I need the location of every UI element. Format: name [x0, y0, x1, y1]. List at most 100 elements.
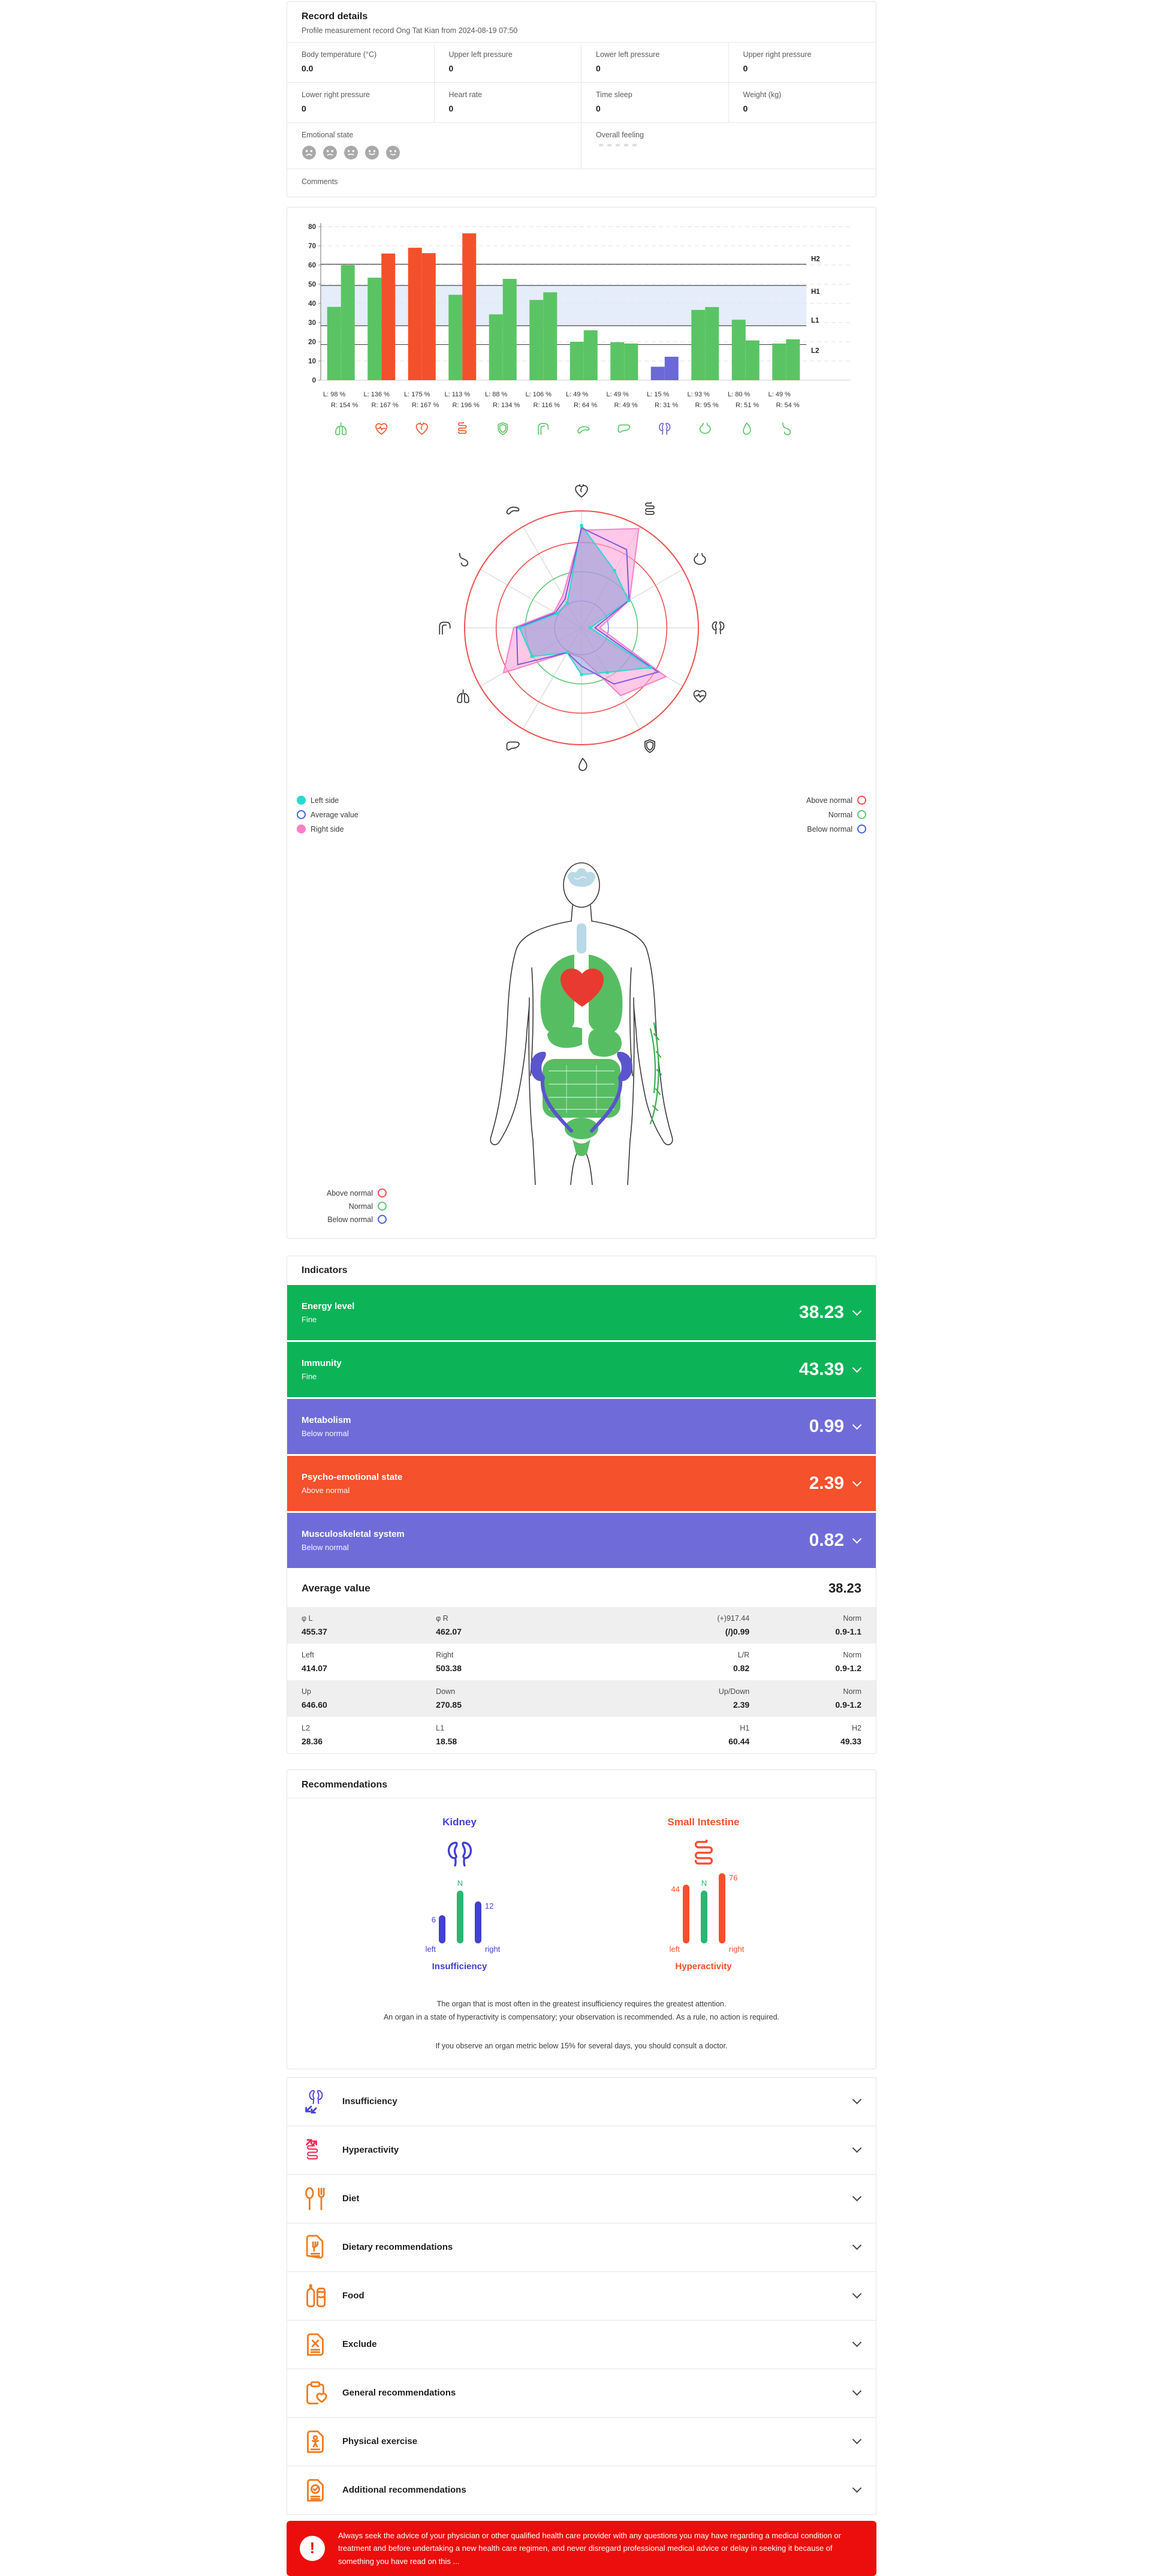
- legend-dot: [857, 810, 866, 819]
- chevron-down-icon[interactable]: [852, 2143, 862, 2153]
- svg-text:L2: L2: [811, 348, 819, 355]
- record-field[interactable]: Body temperature (°C) 0.0: [287, 43, 435, 83]
- accordion-label: Insufficiency: [342, 2096, 397, 2107]
- organ-radar-svg: [439, 484, 725, 771]
- accordion-label: Food: [342, 2291, 364, 2301]
- emotion-face-icon[interactable]: [323, 145, 338, 160]
- record-field-label: Weight (kg): [743, 91, 782, 99]
- indicator-bar[interactable]: Metabolism Below normal 0.99: [287, 1399, 876, 1454]
- indicator-bar[interactable]: Psycho-emotional state Above normal 2.39: [287, 1456, 876, 1511]
- legend-dot: [378, 1202, 387, 1211]
- emotion-face-icon[interactable]: [385, 145, 400, 160]
- table-cell: H1 60.44: [593, 1722, 750, 1748]
- accordion-row-general-recommendations[interactable]: General recommendations: [287, 2368, 876, 2418]
- record-field[interactable]: Time sleep 0: [581, 83, 729, 123]
- accordion-row-dietary-recommendations[interactable]: Dietary recommendations: [287, 2222, 876, 2272]
- indicator-bar[interactable]: Musculoskeletal system Below normal 0.82: [287, 1513, 876, 1568]
- chevron-down-icon[interactable]: [852, 2483, 862, 2493]
- kidneys-icon: [444, 1838, 476, 1870]
- record-field-label: Body temperature (°C): [302, 50, 377, 59]
- table-cell: Left 414.07: [302, 1649, 436, 1675]
- indicator-bar[interactable]: Energy level Fine 38.23: [287, 1285, 876, 1340]
- cell-value: 414.07: [302, 1663, 327, 1673]
- emotion-face-icon[interactable]: [344, 145, 358, 160]
- trachea-organ: [577, 923, 586, 953]
- accordion-row-insufficiency[interactable]: Insufficiency: [287, 2077, 876, 2126]
- record-field-label: Lower left pressure: [596, 50, 660, 59]
- organ-recommendation-cards: Kidney 6 N 12 left right Insufficiency S…: [302, 1816, 861, 1972]
- record-field[interactable]: Lower right pressure 0: [287, 83, 435, 123]
- recommendations-card: Recommendations Kidney 6 N 12 left right…: [287, 1770, 876, 2069]
- emotional-state-rating[interactable]: [302, 145, 567, 160]
- recommendation-note: If you observe an organ metric below 15%…: [435, 2041, 728, 2050]
- record-fields-grid: Body temperature (°C) 0.0 Upper left pre…: [287, 43, 876, 123]
- accordion-label: Hyperactivity: [342, 2145, 399, 2156]
- cell-label: Norm: [843, 1651, 861, 1659]
- organ-state-caption: Insufficiency: [432, 1961, 487, 1972]
- chevron-down-icon[interactable]: [852, 1420, 862, 1430]
- accordion-row-additional-recommendations[interactable]: Additional recommendations: [287, 2465, 876, 2515]
- svg-text:L: 49 %: L: 49 %: [566, 391, 589, 398]
- kidneys-icon: [659, 423, 671, 435]
- table-cell: Down 270.85: [436, 1686, 593, 1711]
- record-field-label: Heart rate: [448, 91, 483, 99]
- svg-text:70: 70: [308, 243, 316, 250]
- svg-text:R: 49 %: R: 49 %: [614, 402, 638, 409]
- svg-text:L: 175 %: L: 175 %: [404, 391, 430, 398]
- record-field-label: Upper right pressure: [743, 50, 812, 59]
- recommendation-notes: The organ that is most often in the grea…: [302, 1998, 861, 2053]
- record-field[interactable]: Weight (kg) 0: [728, 83, 876, 123]
- cell-value: 60.44: [728, 1737, 750, 1746]
- table-cell: L1 18.58: [436, 1722, 593, 1748]
- clipboard-heart-icon: [302, 2379, 329, 2407]
- overall-feeling-label: Overall feeling: [596, 131, 644, 139]
- indicator-bar[interactable]: Immunity Fine 43.39: [287, 1342, 876, 1397]
- chevron-down-icon[interactable]: [852, 2337, 862, 2348]
- chevron-down-icon[interactable]: [852, 2386, 862, 2396]
- svg-text:L: 88 %: L: 88 %: [485, 391, 508, 398]
- chevron-down-icon[interactable]: [852, 2289, 862, 2299]
- accordion-row-food[interactable]: Food: [287, 2271, 876, 2321]
- record-field[interactable]: Upper left pressure 0: [434, 43, 581, 83]
- bladder-icon: [694, 553, 706, 565]
- chevron-down-icon[interactable]: [852, 2094, 862, 2105]
- emotion-face-icon[interactable]: [302, 145, 317, 160]
- record-title: Record details: [302, 11, 368, 22]
- accordion-label: General recommendations: [342, 2388, 456, 2399]
- record-field[interactable]: Heart rate 0: [434, 83, 581, 123]
- accordion-row-diet[interactable]: Diet: [287, 2174, 876, 2223]
- record-field[interactable]: Upper right pressure 0: [728, 43, 876, 83]
- kidneys-icon: [712, 621, 725, 634]
- emotion-face-icon[interactable]: [364, 145, 379, 160]
- cell-label: Norm: [843, 1614, 861, 1623]
- svg-text:10: 10: [308, 358, 316, 365]
- body-diagram: [287, 854, 876, 1185]
- indicator-value: 0.82: [809, 1530, 844, 1550]
- indicator-label: Immunity: [302, 1358, 342, 1368]
- chevron-down-icon[interactable]: [852, 1534, 862, 1543]
- svg-text:80: 80: [308, 224, 316, 231]
- radar-legend: Left side Average value Right side Above n…: [287, 784, 876, 836]
- colon-icon: [439, 621, 451, 635]
- svg-text:L: 80 %: L: 80 %: [728, 391, 751, 398]
- svg-text:6: 6: [431, 1915, 435, 1924]
- mini-bar-chart: 6 N 12 left right: [425, 1879, 500, 1954]
- liver-icon: [617, 424, 631, 433]
- chevron-down-icon[interactable]: [852, 2192, 862, 2202]
- chevron-down-icon[interactable]: [852, 1477, 862, 1486]
- accordion-row-hyperactivity[interactable]: Hyperactivity: [287, 2125, 876, 2175]
- accordion-label: Dietary recommendations: [342, 2242, 453, 2253]
- doc-x-icon: [302, 2331, 329, 2358]
- chevron-down-icon[interactable]: [852, 2434, 862, 2445]
- indicator-status: Below normal: [302, 1429, 349, 1438]
- doc-check-icon: [302, 2476, 329, 2504]
- record-field[interactable]: Lower left pressure 0: [581, 43, 729, 83]
- accordion-row-physical-exercise[interactable]: Physical exercise: [287, 2416, 876, 2466]
- chevron-down-icon[interactable]: [852, 1306, 862, 1316]
- chevron-down-icon[interactable]: [852, 1363, 862, 1373]
- accordion-row-exclude[interactable]: Exclude: [287, 2319, 876, 2369]
- overall-feeling-rating[interactable]: [596, 144, 861, 146]
- organ-radar-chart: [287, 472, 876, 784]
- chevron-down-icon[interactable]: [852, 2240, 862, 2250]
- comments-field[interactable]: Comments: [302, 177, 338, 186]
